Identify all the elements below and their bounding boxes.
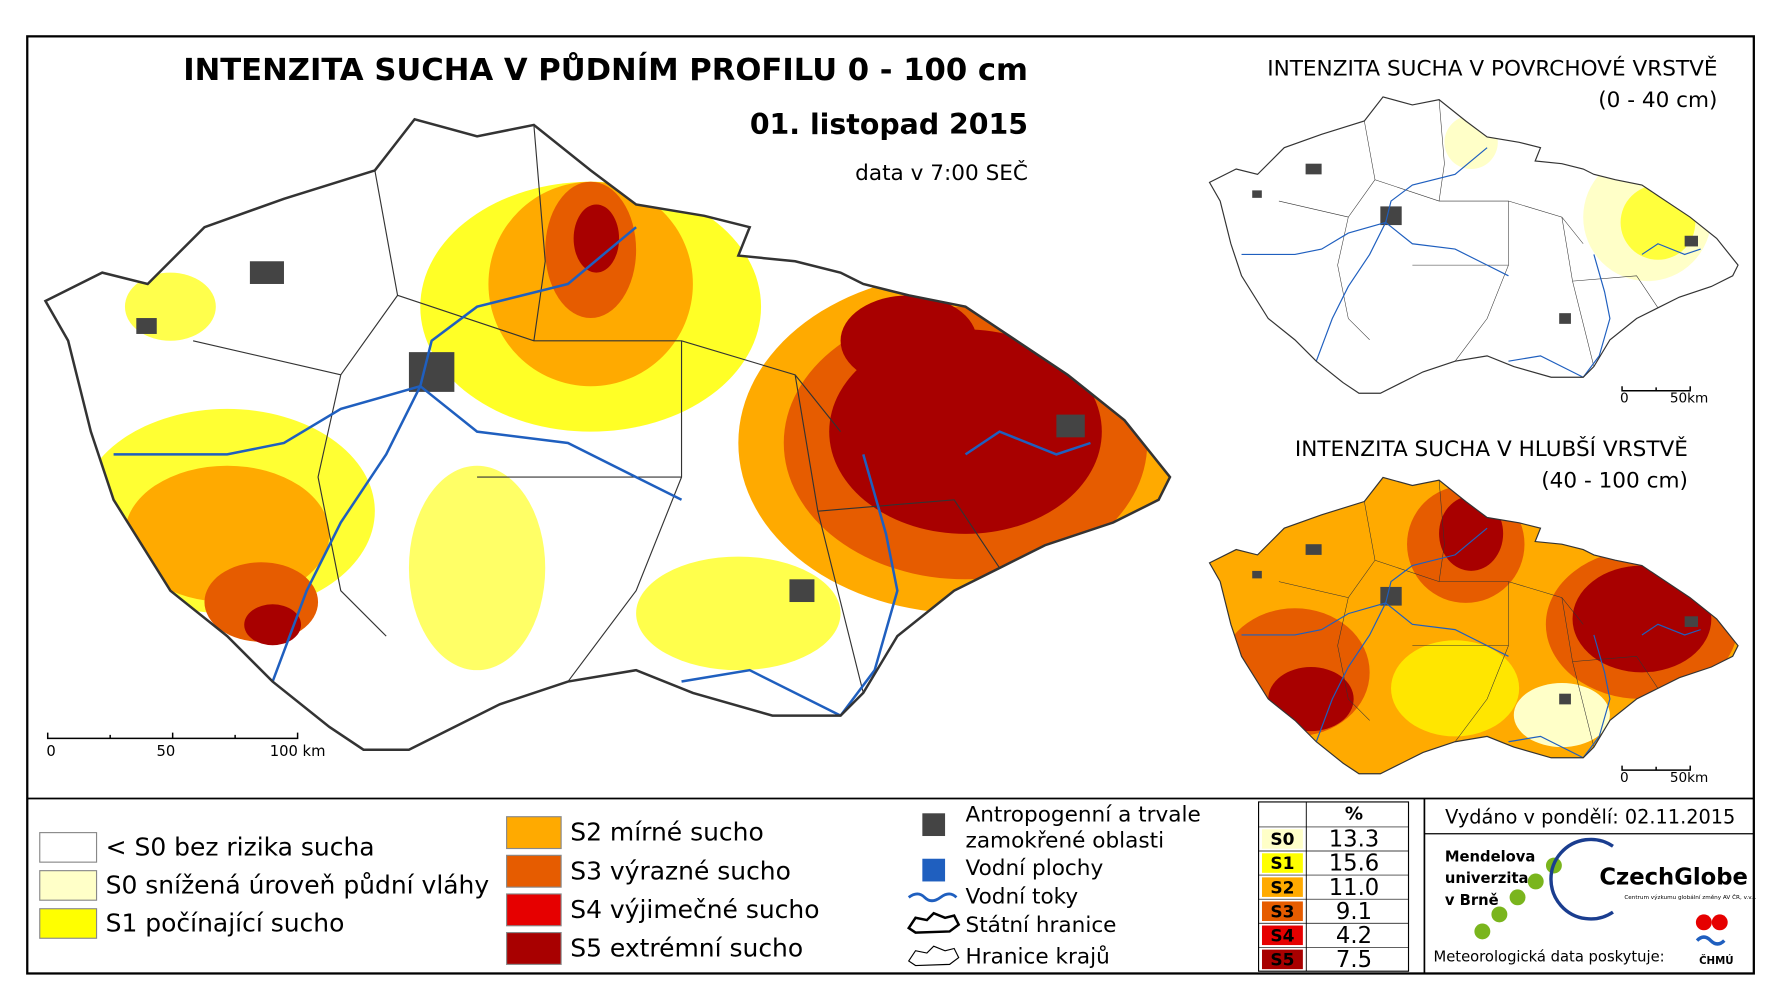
percent-value: 9.1 <box>1336 899 1372 925</box>
legend-label: S5 extrémní sucho <box>570 934 803 963</box>
percent-value: 13.3 <box>1329 827 1380 853</box>
class-cell <box>1261 925 1303 946</box>
class-cell <box>1261 949 1303 970</box>
class-name: S0 <box>1270 830 1294 850</box>
legend-label: S3 výrazné sucho <box>570 856 791 885</box>
legend-label: S2 mírné sucho <box>570 818 764 847</box>
class-name: S5 <box>1270 951 1294 971</box>
main-title: INTENZITA SUCHA V PŮDNÍM PROFILU 0 - 100… <box>183 51 1028 88</box>
legend-swatch <box>39 908 98 939</box>
class-cell <box>1261 829 1303 849</box>
legend-swatch <box>506 854 562 888</box>
mendel-logo-text: Mendelova <box>1445 849 1536 866</box>
issued-date: Vydáno v pondělí: 02.11.2015 <box>1445 805 1735 828</box>
table-header: % <box>1345 803 1363 824</box>
scale-label: 50km <box>1670 391 1709 407</box>
feature-icons <box>906 813 961 967</box>
stats-rows: S0 13.3 S1 15.6 S2 11.0 S3 9.1 S4 4.2 S5 7.5 <box>1258 826 1409 973</box>
class-legend: < S0 bez rizika sucha S0 snížená úroveň p… <box>39 816 820 965</box>
main-date: 01. listopad 2015 <box>750 108 1028 141</box>
scale-label: 50 <box>156 743 175 760</box>
feature-label: Antropogenní a trvale <box>966 803 1201 828</box>
scale-label: 100 km <box>270 743 326 760</box>
main-time-note: data v 7:00 SEČ <box>855 160 1028 186</box>
scale-label: 0 <box>1620 770 1629 786</box>
scale-label: 0 <box>46 743 55 760</box>
scale-label: 0 <box>1620 391 1629 407</box>
class-name: S3 <box>1270 902 1294 922</box>
legend-label: S0 snížená úroveň půdní vláhy <box>106 871 490 900</box>
inset-subtitle: (0 - 40 cm) <box>1598 88 1717 113</box>
legend-swatch <box>39 870 98 901</box>
class-cell <box>1261 901 1303 921</box>
feature-label: Vodní plochy <box>966 856 1104 881</box>
legend-swatch <box>506 893 562 927</box>
percent-value: 11.0 <box>1329 875 1380 901</box>
scale-label: 50km <box>1670 770 1709 786</box>
scale-bar <box>46 386 1691 771</box>
feature-label: zamokřené oblasti <box>966 829 1165 854</box>
czechglobe-logo-text: CzechGlobe <box>1599 865 1748 891</box>
stats-table <box>1258 801 1410 972</box>
class-cell <box>1261 877 1303 897</box>
inset-title: INTENZITA SUCHA V POVRCHOVÉ VRSTVĚ <box>1267 55 1717 81</box>
class-name: S4 <box>1270 926 1294 946</box>
provider-text: Meteorologická data poskytuje: <box>1434 949 1665 966</box>
chmu-logo <box>1695 914 1728 946</box>
mendel-logo-text: univerzita <box>1445 870 1529 887</box>
legend-label: < S0 bez rizika sucha <box>106 833 375 862</box>
inset-subtitle: (40 - 100 cm) <box>1541 469 1688 494</box>
czechglobe-logo <box>1549 837 1614 921</box>
chmu-text: ČHMÚ <box>1699 954 1734 967</box>
class-name: S2 <box>1270 878 1294 898</box>
inset-title: INTENZITA SUCHA V HLUBŠÍ VRSTVĚ <box>1295 436 1688 462</box>
class-name: S1 <box>1270 854 1294 874</box>
legend-swatch <box>506 816 562 850</box>
percent-value: 15.6 <box>1329 851 1380 877</box>
percent-value: 4.2 <box>1336 923 1372 949</box>
legend-label: S1 počínající sucho <box>106 909 345 938</box>
feature-label: Hranice krajů <box>966 945 1110 970</box>
mendel-logo-text: v Brně <box>1445 892 1499 909</box>
czechglobe-subtext: Centrum výzkumu globální změny AV ČR, v.… <box>1624 894 1756 901</box>
class-cell <box>1261 853 1303 873</box>
main-map <box>45 119 1192 749</box>
feature-label: Státní hranice <box>966 913 1117 938</box>
legend-swatch <box>39 832 98 863</box>
legend-label: S4 výjimečné sucho <box>570 895 819 924</box>
mendel-logo <box>1474 857 1562 940</box>
legend-swatch <box>506 932 562 965</box>
feature-label: Vodní toky <box>966 884 1079 909</box>
percent-value: 7.5 <box>1336 947 1372 973</box>
